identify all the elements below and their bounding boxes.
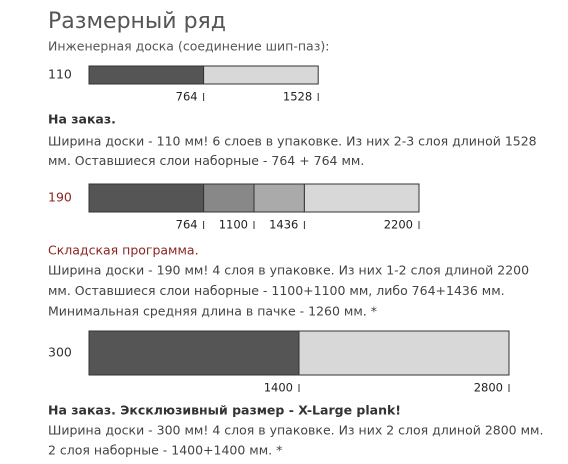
- bar-segment: [88, 330, 300, 376]
- title: Размерный ряд: [48, 9, 226, 34]
- description-line: мм. Оставшиеся слои наборные - 1100+1100…: [48, 283, 505, 298]
- block-heading: На заказ.: [48, 112, 116, 127]
- tick-label: 764: [176, 90, 198, 104]
- description-line: Ширина доски - 110 мм! 6 слоев в упаковк…: [48, 134, 537, 149]
- tick-label: 1436: [269, 218, 298, 232]
- width-label: 110: [48, 67, 72, 82]
- bar-segment: [203, 65, 319, 85]
- bar-segment: [298, 330, 510, 376]
- tick-label: 764: [176, 218, 198, 232]
- tick-label: 1100: [219, 218, 248, 232]
- tick-label: 2800: [474, 381, 503, 395]
- block-heading: На заказ. Эксклюзивный размер - X-Large …: [48, 403, 401, 418]
- bar-segment: [88, 65, 205, 85]
- description-line: Ширина доски - 190 мм! 4 слоя в упаковке…: [48, 263, 529, 278]
- description-line: 2 слоя наборные - 1400+1400 мм. *: [48, 443, 282, 458]
- tick-label: 1400: [264, 381, 293, 395]
- bar-segment: [253, 183, 305, 213]
- bar-segment: [203, 183, 255, 213]
- tick-label: 2200: [384, 218, 413, 232]
- bar-segment: [88, 183, 205, 213]
- description-line: мм. Оставшиеся слои наборные - 764 + 764…: [48, 153, 364, 168]
- width-label: 300: [48, 345, 72, 360]
- description-line: Ширина доски - 300 мм! 4 слоя в упаковке…: [48, 423, 543, 438]
- block-heading: Складская программа.: [48, 243, 199, 258]
- subtitle: Инженерная доска (соединение шип-паз):: [48, 39, 329, 54]
- width-label: 190: [48, 190, 72, 205]
- bar-segment: [303, 183, 420, 213]
- tick-label: 1528: [283, 90, 312, 104]
- description-line: Минимальная средняя длина в пачке - 1260…: [48, 304, 377, 319]
